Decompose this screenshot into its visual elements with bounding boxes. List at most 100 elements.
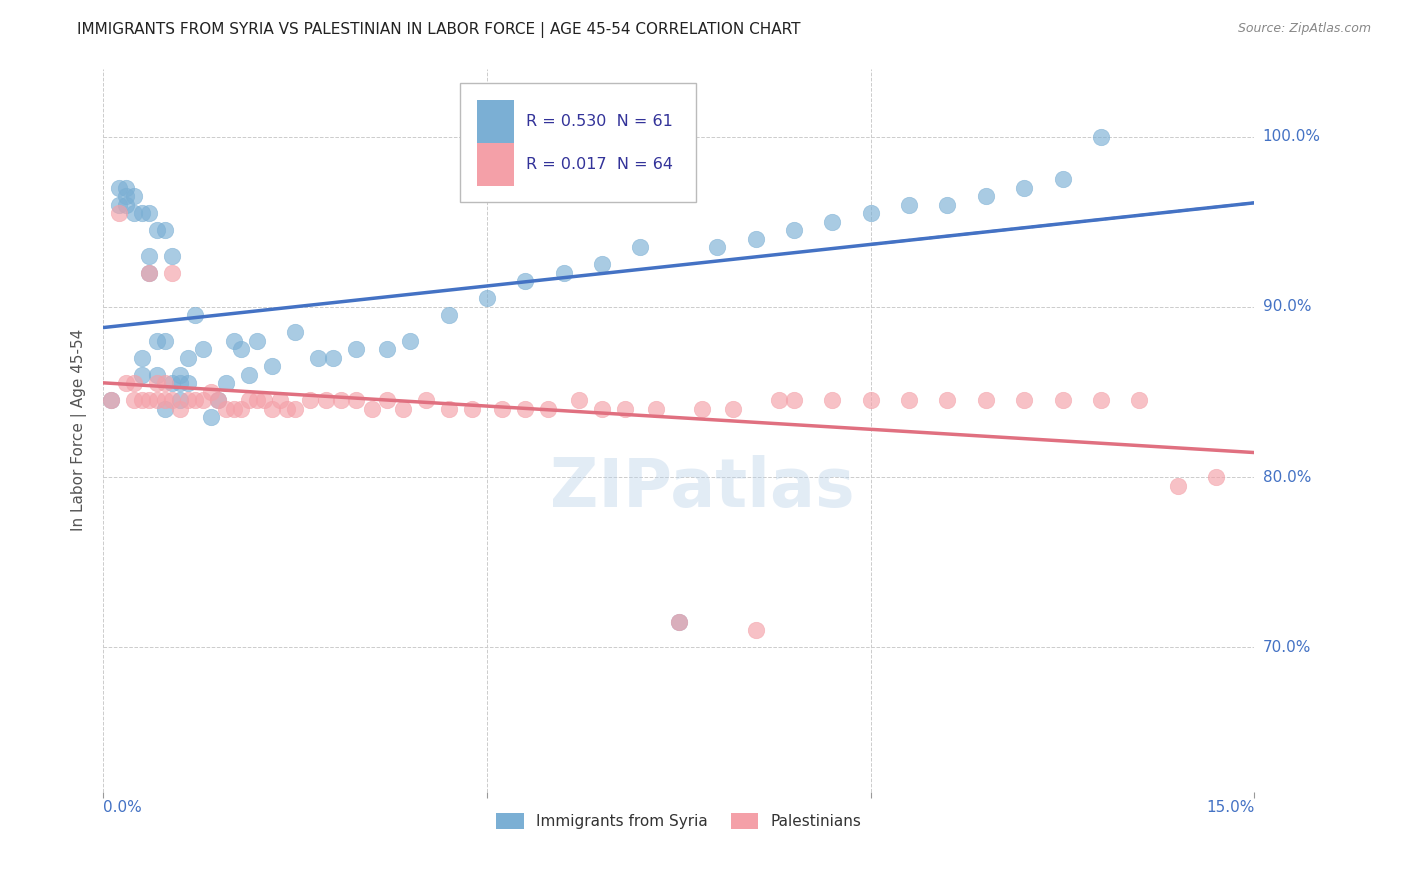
- Point: [100, 393, 122, 408]
- Point: [176, 393, 198, 408]
- Point: [591, 257, 613, 271]
- Text: 80.0%: 80.0%: [1263, 469, 1310, 484]
- Point: [360, 401, 382, 416]
- Point: [107, 206, 129, 220]
- Text: Source: ZipAtlas.com: Source: ZipAtlas.com: [1237, 22, 1371, 36]
- Point: [553, 266, 575, 280]
- Text: ZIPatlas: ZIPatlas: [550, 455, 853, 521]
- Point: [222, 334, 245, 348]
- Point: [974, 393, 997, 408]
- Point: [491, 401, 513, 416]
- Point: [100, 393, 122, 408]
- Point: [238, 393, 260, 408]
- Point: [115, 180, 138, 194]
- Point: [153, 393, 176, 408]
- Legend: Immigrants from Syria, Palestinians: Immigrants from Syria, Palestinians: [491, 806, 868, 835]
- Point: [115, 189, 138, 203]
- Point: [246, 393, 269, 408]
- Point: [115, 197, 138, 211]
- Point: [375, 343, 398, 357]
- Point: [346, 393, 368, 408]
- Point: [146, 368, 169, 382]
- Point: [783, 223, 806, 237]
- Point: [391, 401, 413, 416]
- Point: [668, 615, 690, 629]
- Point: [138, 266, 160, 280]
- Point: [437, 401, 460, 416]
- Point: [744, 624, 766, 638]
- Text: 15.0%: 15.0%: [1206, 800, 1254, 815]
- Point: [307, 351, 329, 365]
- Point: [375, 393, 398, 408]
- Point: [122, 206, 145, 220]
- Point: [176, 351, 198, 365]
- Point: [107, 197, 129, 211]
- Point: [936, 393, 959, 408]
- Text: R = 0.017  N = 64: R = 0.017 N = 64: [526, 157, 672, 172]
- Point: [568, 393, 591, 408]
- Point: [131, 206, 153, 220]
- Text: 100.0%: 100.0%: [1263, 129, 1320, 145]
- Point: [783, 393, 806, 408]
- Point: [1012, 180, 1035, 194]
- Point: [200, 384, 222, 399]
- Point: [146, 376, 169, 391]
- Point: [131, 393, 153, 408]
- Point: [706, 240, 728, 254]
- Point: [690, 401, 713, 416]
- Point: [1052, 393, 1074, 408]
- Point: [898, 393, 921, 408]
- Point: [668, 615, 690, 629]
- Point: [1052, 172, 1074, 186]
- Point: [153, 223, 176, 237]
- Point: [859, 393, 882, 408]
- Point: [115, 376, 138, 391]
- Point: [299, 393, 322, 408]
- Point: [162, 393, 184, 408]
- Text: R = 0.530  N = 61: R = 0.530 N = 61: [526, 114, 672, 128]
- Point: [153, 376, 176, 391]
- Point: [322, 351, 344, 365]
- Point: [721, 401, 744, 416]
- Point: [269, 393, 291, 408]
- Point: [515, 274, 537, 288]
- Point: [1012, 393, 1035, 408]
- Point: [276, 401, 298, 416]
- Point: [169, 368, 191, 382]
- Point: [644, 401, 666, 416]
- Text: IMMIGRANTS FROM SYRIA VS PALESTINIAN IN LABOR FORCE | AGE 45-54 CORRELATION CHAR: IMMIGRANTS FROM SYRIA VS PALESTINIAN IN …: [77, 22, 801, 38]
- Point: [821, 215, 844, 229]
- FancyBboxPatch shape: [478, 144, 515, 186]
- Point: [1167, 478, 1189, 492]
- Point: [215, 401, 238, 416]
- Point: [200, 410, 222, 425]
- Point: [184, 393, 207, 408]
- Point: [122, 376, 145, 391]
- Point: [260, 401, 283, 416]
- Point: [1090, 393, 1112, 408]
- Point: [515, 401, 537, 416]
- Point: [1128, 393, 1150, 408]
- Point: [162, 376, 184, 391]
- Point: [591, 401, 613, 416]
- Point: [1205, 470, 1227, 484]
- Text: 90.0%: 90.0%: [1263, 300, 1312, 314]
- Point: [315, 393, 337, 408]
- Point: [253, 393, 276, 408]
- Point: [238, 368, 260, 382]
- Point: [138, 393, 160, 408]
- Point: [153, 334, 176, 348]
- Point: [107, 180, 129, 194]
- Point: [169, 393, 191, 408]
- Point: [628, 240, 651, 254]
- Point: [330, 393, 353, 408]
- Point: [231, 401, 253, 416]
- Point: [215, 376, 238, 391]
- Point: [169, 376, 191, 391]
- Point: [122, 393, 145, 408]
- Point: [768, 393, 790, 408]
- Point: [399, 334, 422, 348]
- Point: [974, 189, 997, 203]
- Point: [859, 206, 882, 220]
- Point: [138, 206, 160, 220]
